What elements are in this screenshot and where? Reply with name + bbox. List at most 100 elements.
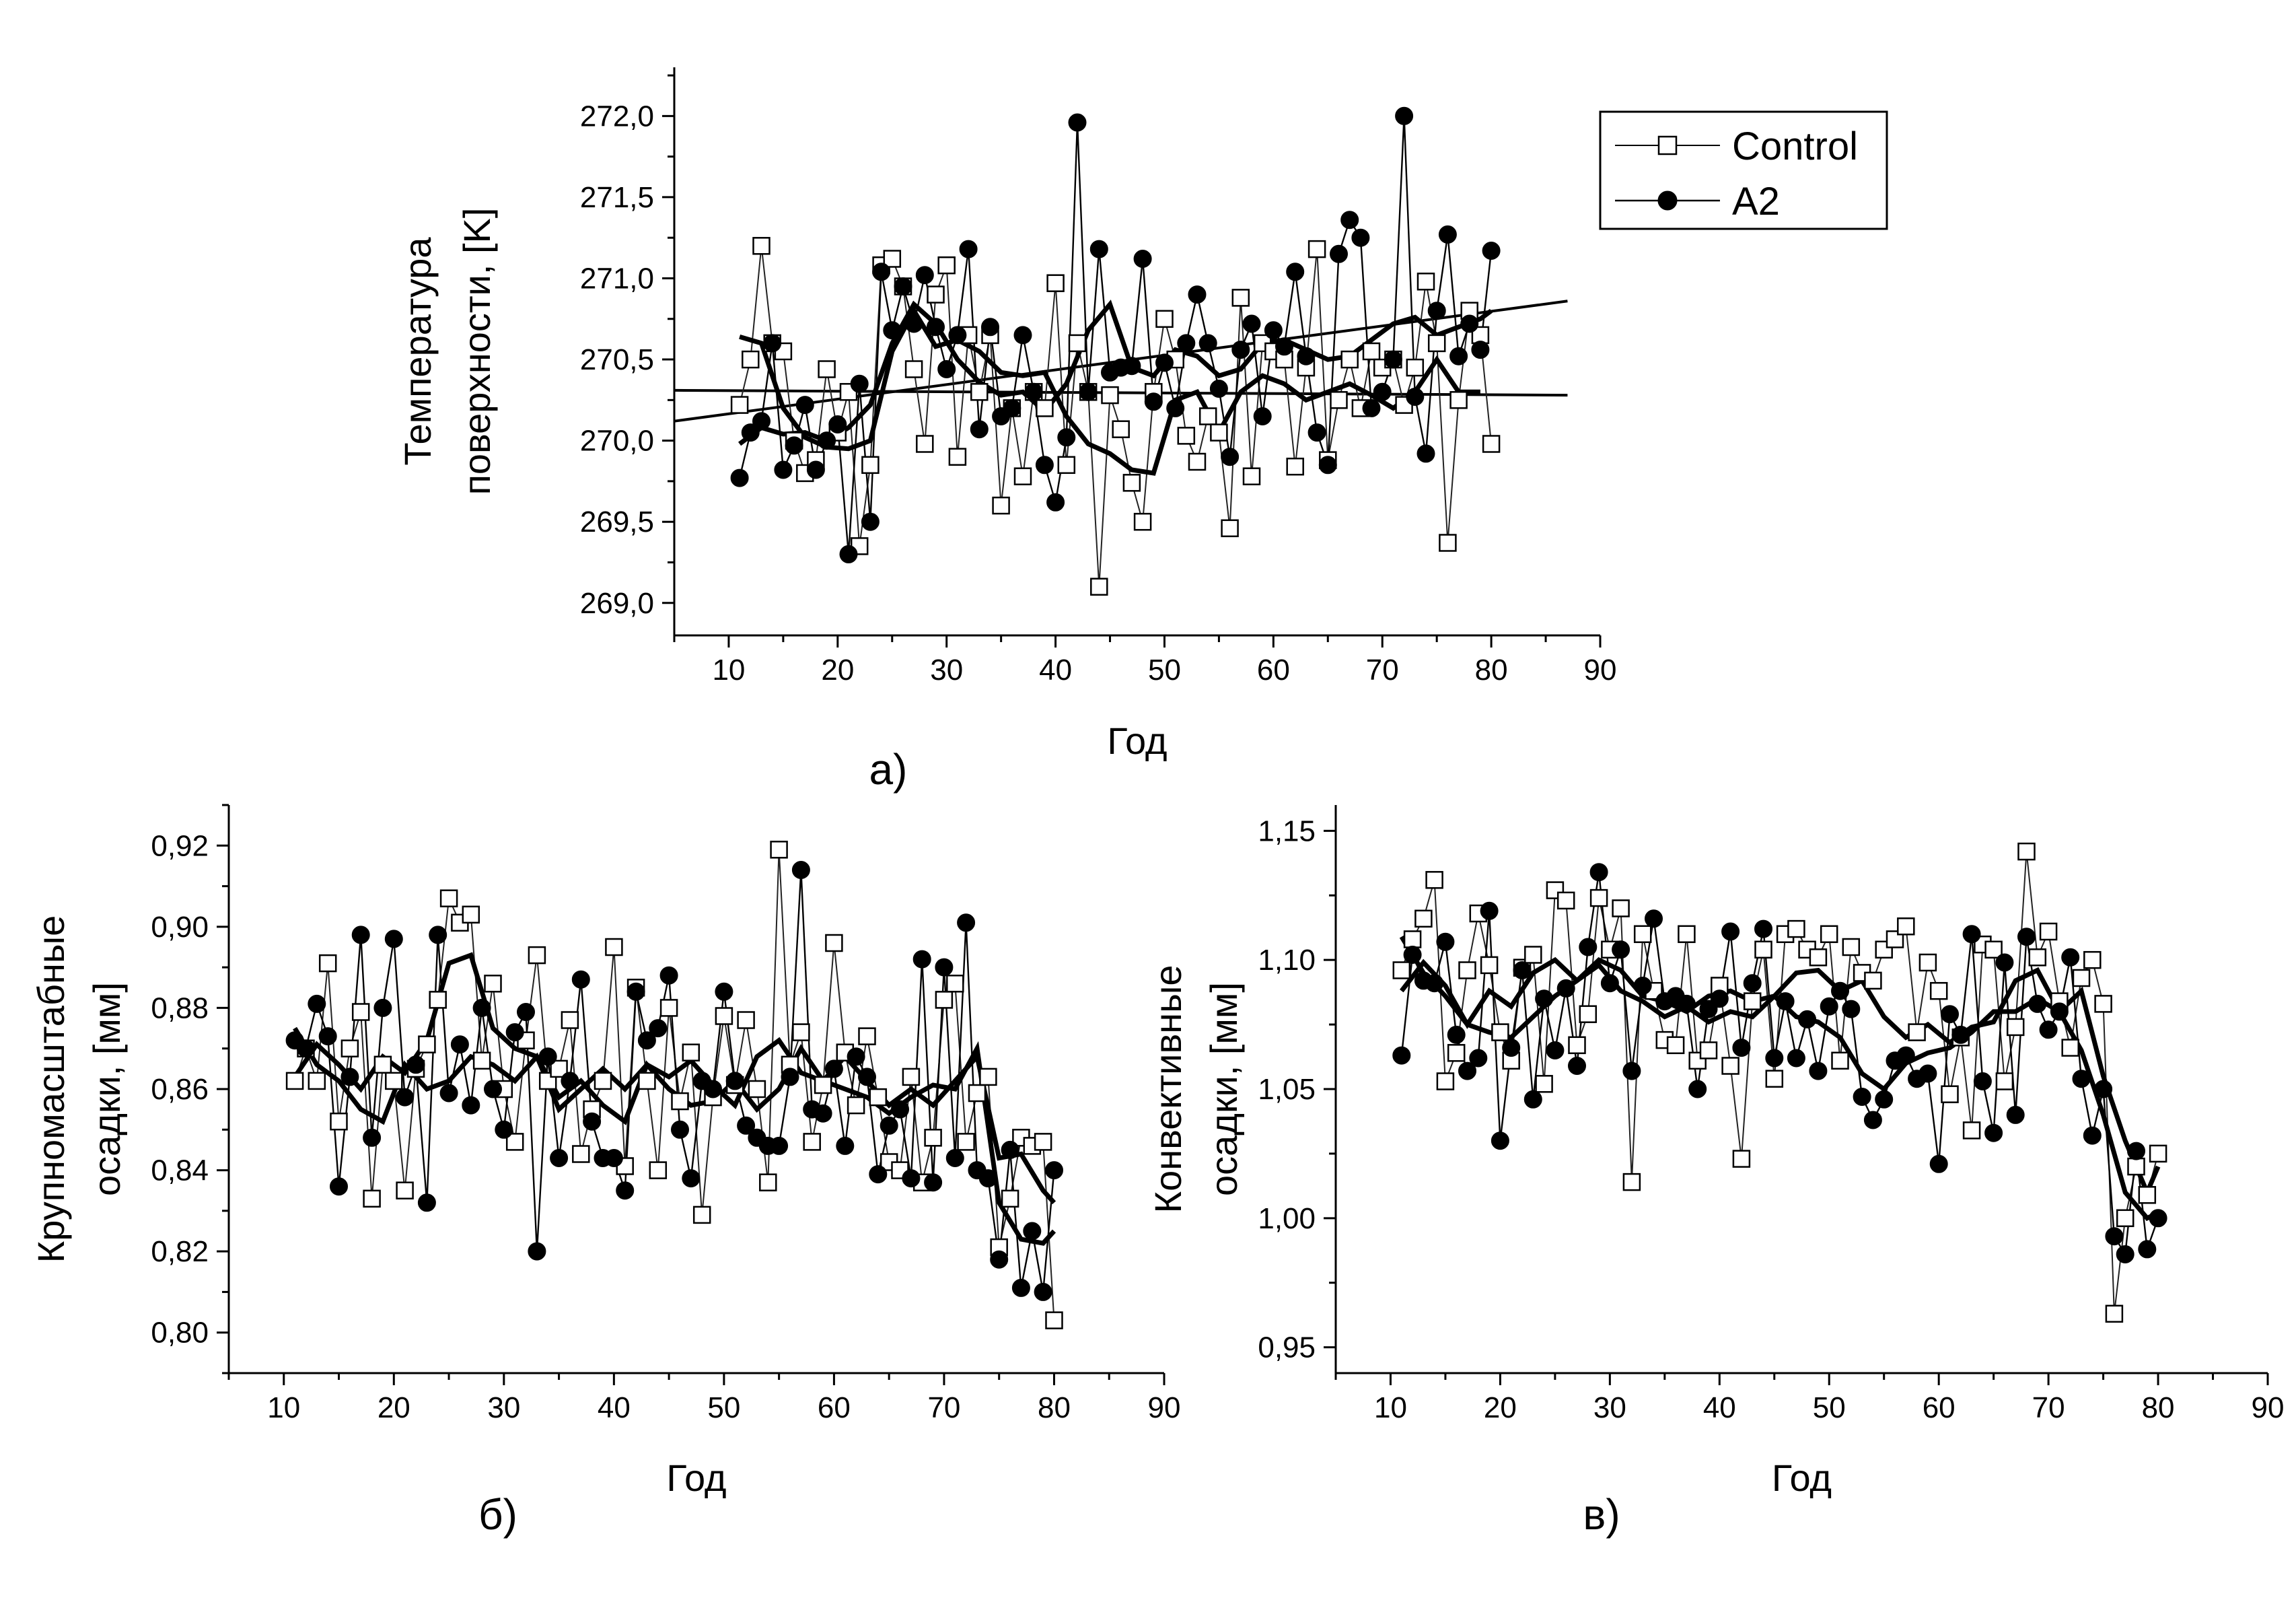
a2-point [891,1100,909,1119]
x-tick-label: 20 [1484,1391,1517,1424]
control-point [2138,1186,2157,1204]
control-point [1918,953,1937,972]
smoothed-line-a2 [738,300,1493,446]
a2-point [1330,244,1348,263]
y-tick-label: 1,10 [1258,944,1316,977]
control-point [363,1189,381,1208]
a2-point [1436,932,1455,951]
control-point [638,1072,656,1090]
a2-point [861,512,880,531]
a2-point [1264,321,1283,340]
a2-point [715,982,733,1001]
control-point [1941,1085,1959,1103]
a2-point [472,998,491,1017]
x-tick-label: 60 [818,1391,851,1424]
a2-point [1057,428,1076,447]
a2-point [2072,1070,2091,1088]
y-tick-label: 0,95 [1258,1331,1316,1364]
y-axis-title-line: осадки, [мм] [85,982,128,1196]
a2-point [894,277,912,295]
control-point [1622,1173,1641,1191]
y-tick-label: 1,15 [1258,814,1316,847]
a2-point [1523,1090,1542,1109]
a2-point [1612,940,1630,959]
a2-point [2006,1105,2025,1124]
a2-point [850,374,869,393]
a2-point [550,1149,569,1167]
a2-point [1556,979,1575,998]
a2-point [2028,994,2047,1013]
x-axis-title: Год [666,1457,726,1499]
legend-a2-marker [1657,190,1678,211]
a2-point [945,1149,964,1167]
a2-point [616,1181,635,1200]
a2-point [763,334,782,353]
control-point [858,1027,876,1045]
control-point [1743,992,1762,1010]
x-tick-label: 90 [1148,1391,1181,1424]
x-tick-label: 20 [821,654,854,687]
control-point [774,342,793,361]
a2-point [1011,1278,1030,1297]
a2-point [330,1177,348,1196]
control-point [1188,452,1207,471]
y-axis-title-line: Крупномасштабные [30,915,72,1263]
control-point [2072,969,2091,987]
control-point [1666,1036,1685,1055]
a2-point [839,545,858,563]
control-point [1414,909,1433,928]
a2-point [1677,994,1696,1013]
x-tick-label: 60 [1923,1391,1956,1424]
a2-point [1995,953,2014,972]
a2-point [1035,456,1054,475]
control-point [869,1088,888,1107]
a2-point [883,321,902,340]
control-point [308,1072,326,1090]
a2-point [2094,1080,2113,1098]
panel-label: б) [478,1490,517,1539]
y-axis-title-line: осадки, [мм] [1203,982,1245,1196]
control-point [1090,578,1108,596]
x-tick-label: 70 [927,1391,960,1424]
control-point [1612,899,1630,917]
a2-point [417,1193,436,1212]
a2-point [1732,1039,1751,1057]
a2-point [1973,1072,1992,1090]
a2-point [1221,448,1240,466]
a2-point [1427,302,1446,320]
control-point [484,975,502,993]
a2-point [439,1084,458,1103]
a2-point [1155,353,1174,372]
a2-point [1535,989,1554,1008]
control-point [2094,995,2112,1013]
control-point [2006,1018,2025,1037]
a2-point [924,1173,943,1192]
a2-point [351,926,370,944]
a2-point [806,460,825,479]
control-point [1721,1057,1739,1075]
a2-point [858,1068,876,1086]
control-point [979,1068,997,1086]
control-point [1286,457,1304,476]
a2-point [1447,1025,1466,1044]
a2-point [2116,1245,2134,1263]
a2-point [937,360,956,378]
a2-point [1034,1282,1052,1301]
control-point [904,360,923,378]
a2-point [1144,392,1163,411]
a2-point [583,1112,602,1131]
a2-point [1209,380,1228,398]
x-tick-label: 70 [2032,1391,2065,1424]
control-point [472,1051,491,1070]
control-point [1929,981,1948,1000]
a2-point [571,970,590,989]
x-tick-label: 70 [1366,654,1399,687]
control-point [462,905,480,924]
a2-point [2127,1142,2145,1160]
control-point [285,1072,304,1090]
control-point [373,1055,392,1074]
a2-point [836,1136,855,1155]
a2-point [1469,1049,1488,1068]
control-point [1842,938,1861,956]
